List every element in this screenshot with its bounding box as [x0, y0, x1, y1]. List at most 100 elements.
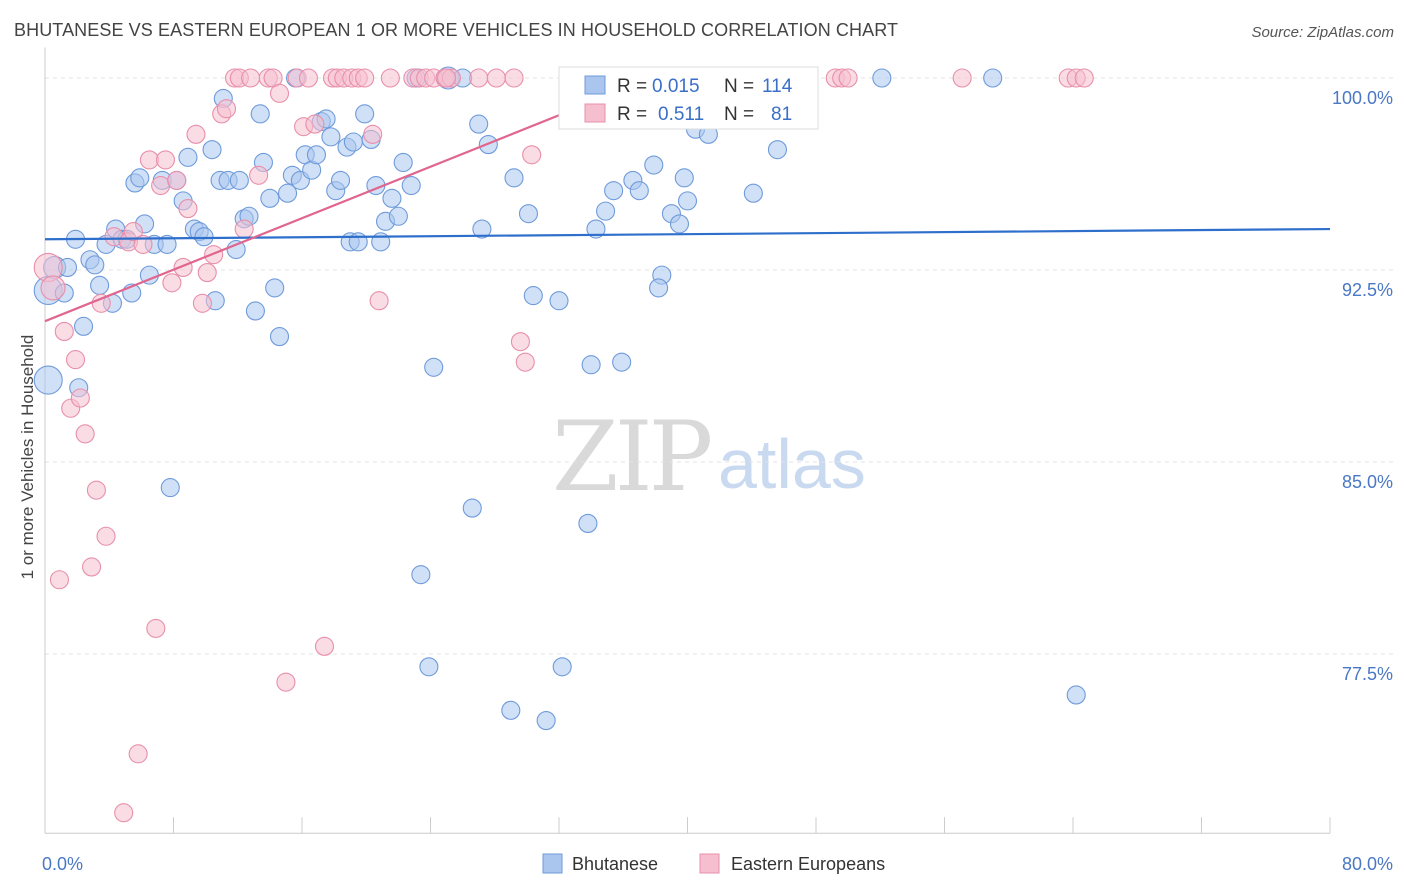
- eastern-europeans-point: [75, 424, 95, 444]
- eastern-europeans-point: [54, 321, 74, 341]
- eastern-europeans-point: [298, 68, 318, 88]
- bhutanese-point: [549, 291, 569, 311]
- bhutanese-point: [388, 206, 408, 226]
- eastern-europeans-point: [65, 350, 86, 370]
- bhutanese-point: [536, 711, 556, 731]
- bhutanese-point: [90, 275, 110, 295]
- bhutanese-point: [355, 104, 375, 124]
- eastern-europeans-point: [40, 275, 66, 301]
- bhutanese-point: [872, 68, 892, 88]
- bhutanese-point: [669, 214, 690, 234]
- eastern-europeans-point: [838, 68, 858, 88]
- legend-box: R = 0.015 N = 114 R = 0.511 N = 81: [558, 66, 819, 130]
- eastern-europeans-trend-line: [44, 94, 608, 323]
- x-tick-label: 0.0%: [42, 854, 83, 874]
- bhutanese-point: [677, 191, 698, 211]
- eastern-europeans-point: [504, 68, 524, 88]
- eastern-europeans-point: [510, 332, 531, 352]
- eastern-europeans-point: [49, 570, 70, 590]
- bhutanese-point: [743, 183, 763, 203]
- legend-r-label-2: R =: [617, 104, 647, 125]
- bhutanese-point: [629, 181, 649, 201]
- bottom-legend-bhutanese: Bhutanese: [572, 854, 658, 874]
- bhutanese-point: [393, 152, 413, 173]
- tick-labels: 100.0% 92.5% 85.0% 77.5% 0.0% 80.0%: [42, 88, 1393, 874]
- eastern-europeans-point: [96, 526, 116, 546]
- bottom-legend-swatch-blue: [542, 853, 563, 874]
- eastern-europeans-point: [234, 219, 254, 239]
- bhutanese-point: [160, 478, 180, 498]
- eastern-europeans-point: [70, 388, 90, 408]
- eastern-europeans-point: [380, 68, 400, 88]
- bhutanese-point: [85, 255, 105, 275]
- bhutanese-point: [226, 239, 246, 260]
- eastern-europeans-point: [86, 480, 106, 500]
- bhutanese-point: [649, 278, 669, 298]
- eastern-europeans-point: [82, 557, 102, 577]
- bhutanese-point: [419, 657, 439, 677]
- bhutanese-point: [178, 147, 198, 167]
- bhutanese-point: [269, 327, 290, 347]
- bhutanese-points: [33, 66, 1086, 731]
- bhutanese-point: [612, 352, 632, 372]
- bhutanese-point: [411, 565, 431, 585]
- eastern-europeans-point: [197, 263, 217, 283]
- eastern-europeans-point: [305, 114, 325, 134]
- eastern-europeans-point: [123, 222, 143, 242]
- eastern-europeans-point: [155, 150, 176, 170]
- bhutanese-point: [401, 175, 421, 196]
- legend-n-value-1: 114: [762, 76, 793, 97]
- y-tick-label: 92.5%: [1342, 280, 1393, 300]
- eastern-europeans-point: [249, 165, 269, 185]
- legend-n-label-1: N =: [724, 76, 754, 97]
- bhutanese-point: [265, 278, 285, 298]
- eastern-europeans-point: [437, 68, 457, 88]
- eastern-europeans-point: [114, 803, 134, 823]
- watermark-zip: ZIP: [552, 401, 711, 513]
- eastern-europeans-point: [186, 124, 206, 144]
- y-tick-label: 77.5%: [1342, 664, 1393, 684]
- bhutanese-trend-line: [44, 227, 1331, 241]
- bhutanese-point: [472, 219, 492, 239]
- eastern-europeans-point: [1074, 68, 1094, 88]
- bhutanese-point: [157, 234, 177, 254]
- bhutanese-point: [194, 227, 214, 247]
- eastern-europeans-point: [355, 68, 375, 88]
- bhutanese-point: [245, 301, 265, 321]
- eastern-europeans-point: [469, 68, 489, 88]
- bhutanese-point: [552, 657, 572, 677]
- bhutanese-point: [321, 127, 341, 147]
- eastern-europeans-point: [522, 145, 542, 165]
- bhutanese-point: [644, 155, 664, 175]
- bottom-legend-eastern-europeans: Eastern Europeans: [731, 854, 885, 874]
- legend-r-value-1: 0.015: [652, 76, 700, 97]
- bhutanese-point: [578, 513, 598, 533]
- bhutanese-point: [523, 286, 543, 306]
- eastern-europeans-point: [363, 124, 383, 144]
- bhutanese-point: [767, 140, 788, 160]
- bhutanese-point: [202, 140, 222, 160]
- eastern-europeans-point: [146, 618, 166, 638]
- bhutanese-point: [343, 132, 363, 152]
- watermark-atlas: atlas: [718, 425, 866, 503]
- bhutanese-point: [596, 201, 616, 221]
- legend-r-value-2: 0.511: [658, 104, 704, 125]
- eastern-europeans-point: [952, 68, 972, 88]
- bhutanese-point: [330, 170, 351, 190]
- eastern-europeans-point: [369, 291, 389, 311]
- eastern-europeans-point: [178, 199, 198, 219]
- bhutanese-point: [277, 183, 298, 203]
- bottom-legend-swatch-pink: [699, 853, 720, 874]
- bhutanese-point: [674, 168, 694, 188]
- legend-n-value-2: 81: [771, 104, 792, 125]
- eastern-europeans-point: [276, 672, 296, 692]
- x-tick-label: 80.0%: [1342, 854, 1393, 874]
- legend-swatch-pink: [584, 103, 606, 123]
- eastern-europeans-point: [128, 744, 148, 764]
- bhutanese-point: [1066, 685, 1086, 705]
- bhutanese-point: [74, 316, 94, 336]
- eastern-europeans-point: [133, 234, 153, 254]
- eastern-europeans-point: [151, 175, 171, 196]
- bhutanese-point: [260, 188, 280, 208]
